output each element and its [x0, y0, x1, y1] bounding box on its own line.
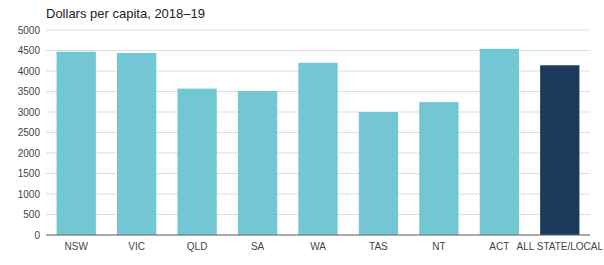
bar	[177, 89, 216, 235]
grid	[46, 30, 590, 235]
x-axis: NSW VIC QLD SA WA TAS NT ACT ALL STATE/LOCAL	[65, 241, 604, 252]
bar	[117, 53, 156, 235]
title: Dollars per capita, 2018–19	[46, 6, 205, 21]
x-tick-label: QLD	[187, 241, 208, 252]
y-tick-label: 1500	[18, 168, 41, 179]
y-tick-label: 3000	[18, 107, 41, 118]
x-tick-label: SA	[251, 241, 265, 252]
grid-line	[46, 235, 590, 236]
y-axis: 0 500 1000 1500 2000 2500 3000 3500 4000 4500 5000	[18, 25, 41, 241]
y-tick-label: 500	[23, 209, 40, 220]
y-tick-label: 0	[34, 230, 40, 241]
bar	[480, 49, 519, 235]
x-tick-label: ACT	[489, 241, 509, 252]
y-tick-label: 1000	[18, 189, 41, 200]
y-tick-label: 4000	[18, 66, 41, 77]
bar	[238, 91, 277, 235]
x-axis-line	[46, 235, 590, 236]
bar	[540, 65, 579, 235]
y-tick-label: 5000	[18, 25, 41, 36]
y-tick-label: 2000	[18, 148, 41, 159]
x-tick-label: NSW	[65, 241, 89, 252]
chart-container: Dollars per capita, 2018–19 0 500 1000 1500 2…	[0, 0, 604, 265]
x-tick-label: ALL STATE/LOCAL	[517, 241, 604, 252]
bars	[57, 49, 580, 235]
bar	[57, 52, 96, 235]
bar	[419, 102, 458, 235]
x-tick-label: WA	[310, 241, 326, 252]
grid-line	[46, 30, 590, 31]
bar	[298, 63, 337, 235]
x-tick-label: NT	[432, 241, 445, 252]
bar	[359, 112, 398, 235]
x-tick-label: TAS	[369, 241, 388, 252]
y-tick-label: 4500	[18, 45, 41, 56]
y-tick-label: 3500	[18, 86, 41, 97]
y-tick-label: 2500	[18, 127, 41, 138]
chart: Dollars per capita, 2018–19 0 500 1000 1500 2…	[0, 0, 604, 265]
x-tick-label: VIC	[128, 241, 145, 252]
